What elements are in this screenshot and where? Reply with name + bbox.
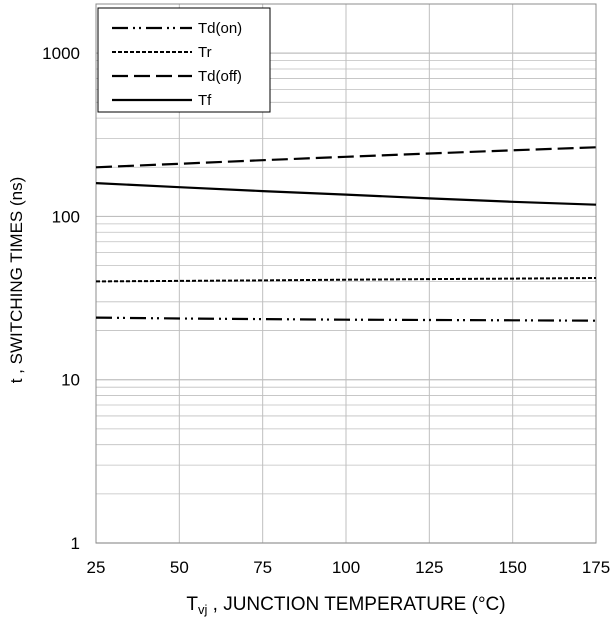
x-tick-label: 75 xyxy=(253,558,272,577)
y-axis-title: t , SWITCHING TIMES (ns) xyxy=(7,176,26,384)
x-axis-title-sub: vj xyxy=(197,602,208,617)
x-axis-title: Tvj , JUNCTION TEMPERATURE (°C) xyxy=(96,594,596,617)
legend-label: Tf xyxy=(198,92,212,109)
y-tick-label: 1000 xyxy=(42,44,80,63)
x-axis-title-rest: , JUNCTION TEMPERATURE (°C) xyxy=(207,594,506,615)
legend-label: Td(off) xyxy=(198,68,242,85)
x-tick-label: 150 xyxy=(498,558,526,577)
x-tick-label: 125 xyxy=(415,558,443,577)
y-tick-label: 10 xyxy=(61,371,80,390)
legend-box xyxy=(97,7,271,113)
y-axis-title-wrap: t , SWITCHING TIMES (ns) xyxy=(2,110,32,450)
y-tick-label: 100 xyxy=(52,207,80,226)
legend-label: Tr xyxy=(198,44,212,61)
x-tick-label: 50 xyxy=(170,558,189,577)
x-tick-label: 25 xyxy=(87,558,106,577)
plot-frame xyxy=(95,3,597,544)
series-line-td-on xyxy=(95,316,597,322)
series-lines xyxy=(95,146,597,322)
legend: Td(on) Tr Td(off) Tf xyxy=(97,7,271,113)
series-line-tf xyxy=(95,182,597,206)
legend-label: Td(on) xyxy=(198,20,242,37)
y-tick-label: 1 xyxy=(71,534,80,553)
series-line-tr xyxy=(95,277,597,283)
series-line-td-off xyxy=(95,146,597,169)
x-tick-label: 100 xyxy=(332,558,360,577)
x-tick-label: 175 xyxy=(582,558,610,577)
axes: 25 50 75 100 125 150 175 1 10 100 1000 xyxy=(42,44,610,577)
x-axis-title-main: T xyxy=(186,594,198,615)
